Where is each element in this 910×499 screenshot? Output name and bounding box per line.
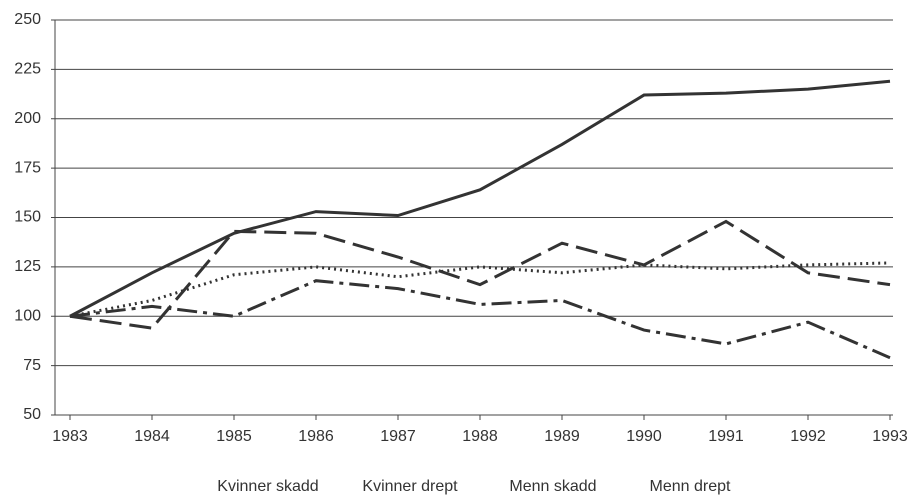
x-tick-label: 1992 xyxy=(790,428,826,445)
legend-label: Menn skadd xyxy=(509,478,596,495)
series-line xyxy=(69,261,891,318)
y-tick-label: 200 xyxy=(14,110,41,127)
y-tick-label: 225 xyxy=(14,61,41,78)
legend-label: Kvinner skadd xyxy=(217,478,318,495)
legend-label: Menn drept xyxy=(650,478,731,495)
x-tick-label: 1985 xyxy=(216,428,252,445)
x-tick-label: 1993 xyxy=(872,428,908,445)
series-line xyxy=(69,79,891,318)
y-tick-label: 125 xyxy=(14,258,41,275)
y-tick-label: 75 xyxy=(23,357,41,374)
series-line xyxy=(69,219,891,330)
x-tick-label: 1987 xyxy=(380,428,416,445)
y-tick-label: 150 xyxy=(14,209,41,226)
legend-label: Kvinner drept xyxy=(362,478,458,495)
x-tick-label: 1991 xyxy=(708,428,744,445)
x-tick-label: 1986 xyxy=(298,428,334,445)
x-tick-label: 1988 xyxy=(462,428,498,445)
x-tick-label: 1983 xyxy=(52,428,88,445)
y-tick-label: 250 xyxy=(14,11,41,28)
x-tick-label: 1984 xyxy=(134,428,170,445)
series-line xyxy=(69,279,891,360)
y-tick-label: 175 xyxy=(14,159,41,176)
x-tick-label: 1989 xyxy=(544,428,580,445)
x-tick-label: 1990 xyxy=(626,428,662,445)
y-tick-label: 50 xyxy=(23,406,41,423)
y-tick-label: 100 xyxy=(14,307,41,324)
